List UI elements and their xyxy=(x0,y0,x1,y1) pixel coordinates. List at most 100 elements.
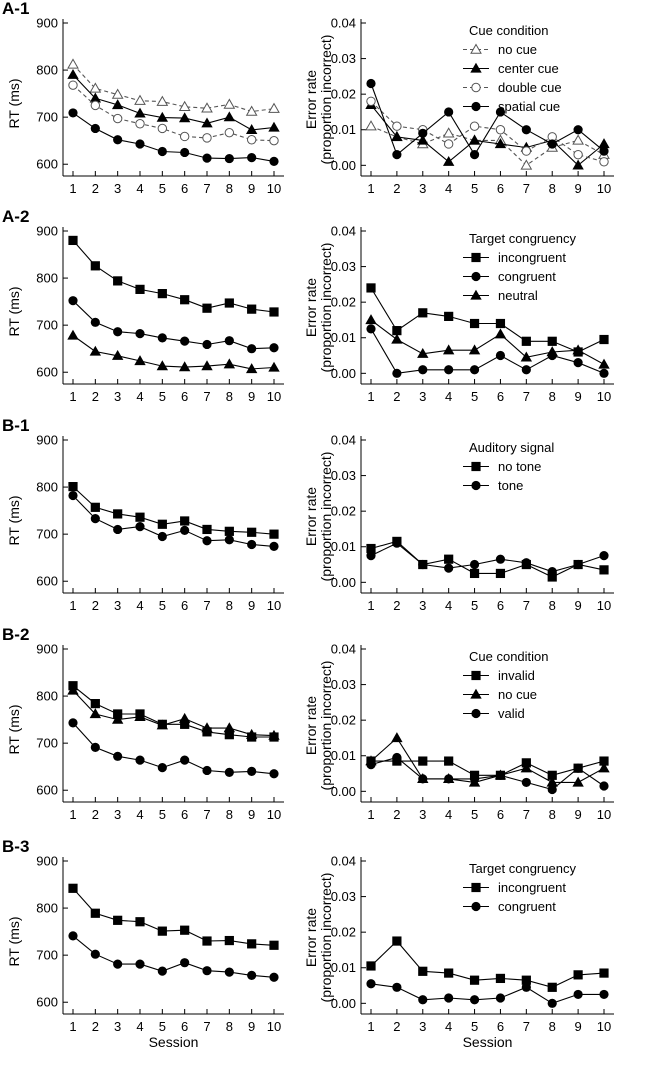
x-tick-label: 3 xyxy=(419,1019,426,1034)
data-point xyxy=(178,361,191,372)
data-point xyxy=(201,722,213,733)
data-point xyxy=(113,509,123,519)
x-tick-label: 4 xyxy=(445,181,452,196)
series-incongruent xyxy=(68,883,279,950)
data-point xyxy=(599,968,609,978)
y-tick-label: 0.02 xyxy=(331,713,356,728)
data-point xyxy=(202,303,212,313)
data-point xyxy=(469,121,480,131)
x-tick-label: 6 xyxy=(181,181,188,196)
y-tick-label: 900 xyxy=(36,854,58,869)
legend-marker xyxy=(471,82,481,93)
x-tick-label: 5 xyxy=(159,598,166,613)
x-tick-label: 9 xyxy=(248,181,255,196)
data-point xyxy=(135,522,145,532)
data-point xyxy=(494,138,507,149)
y-tick-label: 0.04 xyxy=(331,854,356,869)
y-tick-label: 700 xyxy=(36,318,58,333)
x-tick-label: 8 xyxy=(549,807,556,822)
y-tick-label: 900 xyxy=(36,642,58,657)
data-point xyxy=(469,774,480,784)
x-tick-label: 8 xyxy=(226,389,233,404)
x-tick-label: 6 xyxy=(497,389,504,404)
data-point xyxy=(202,133,212,143)
legend-title: Cue condition xyxy=(469,649,549,664)
data-point xyxy=(495,318,506,329)
data-point xyxy=(224,526,234,536)
data-point xyxy=(202,966,212,976)
data-point xyxy=(202,339,212,350)
series-no-cue xyxy=(67,684,280,740)
data-point xyxy=(392,326,402,336)
x-tick-label: 7 xyxy=(203,807,210,822)
data-point xyxy=(201,117,213,128)
data-point xyxy=(599,157,609,167)
data-point xyxy=(598,762,610,773)
data-point xyxy=(89,708,102,719)
data-point xyxy=(392,121,402,131)
y-tick-label: 900 xyxy=(36,16,58,31)
data-point xyxy=(180,516,190,526)
data-point xyxy=(247,344,257,354)
x-tick-label: 10 xyxy=(597,389,611,404)
data-point xyxy=(572,344,584,355)
data-point xyxy=(245,105,258,116)
y-tick-label: 0.02 xyxy=(331,925,356,940)
series-congruent xyxy=(68,931,279,982)
data-point xyxy=(444,365,454,375)
y-tick-label: 700 xyxy=(36,110,58,125)
data-point xyxy=(178,712,191,723)
series-line xyxy=(72,887,275,946)
data-point xyxy=(269,541,279,551)
legend: Target congruency incongruent congruent neu… xyxy=(463,231,576,303)
x-tick-label: 9 xyxy=(574,807,581,822)
legend-label: incongruent xyxy=(498,250,566,265)
data-point xyxy=(442,127,455,138)
x-tick-label: 10 xyxy=(267,807,281,822)
data-point xyxy=(366,96,376,106)
data-point xyxy=(495,554,506,564)
data-point xyxy=(573,989,583,1000)
data-point xyxy=(269,135,279,146)
data-point xyxy=(245,728,258,739)
data-point xyxy=(521,146,532,156)
data-point xyxy=(223,358,236,369)
chart-b-1-rt: 600 700 800 900 1 2 3 4 5 6 7 8 9 10 RT (ms) xyxy=(6,433,284,613)
series-no-tone xyxy=(68,482,279,539)
data-point xyxy=(269,529,279,539)
data-point xyxy=(268,121,280,132)
data-point xyxy=(202,536,212,546)
data-point xyxy=(224,767,234,777)
legend-marker xyxy=(471,901,481,912)
y-tick-label: 0.00 xyxy=(331,996,356,1011)
data-point xyxy=(180,525,190,535)
data-point xyxy=(223,722,236,733)
data-point xyxy=(269,972,279,982)
data-point xyxy=(111,349,124,360)
data-point xyxy=(68,80,78,90)
y-tick-label: 900 xyxy=(36,224,58,239)
legend-marker xyxy=(470,62,482,73)
x-tick-label: 4 xyxy=(136,389,143,404)
x-tick-label: 5 xyxy=(471,1019,478,1034)
data-point xyxy=(521,982,531,992)
panel-label: B-2 xyxy=(2,625,29,644)
data-point xyxy=(157,146,167,157)
data-point xyxy=(547,982,557,992)
x-tick-label: 10 xyxy=(597,1019,611,1034)
series-neutral xyxy=(365,314,610,369)
data-point xyxy=(68,931,78,941)
data-point xyxy=(179,131,190,142)
x-tick-label: 1 xyxy=(367,181,374,196)
series-neutral xyxy=(67,329,280,374)
data-point xyxy=(247,527,257,537)
data-point xyxy=(268,729,280,740)
y-tick-label: 0.01 xyxy=(331,748,356,763)
data-point xyxy=(417,134,429,145)
data-point xyxy=(178,100,191,112)
x-tick-label: 9 xyxy=(248,1019,255,1034)
legend-marker xyxy=(471,480,481,491)
data-point xyxy=(520,762,533,773)
y-tick-label: 700 xyxy=(36,527,58,542)
series-tone xyxy=(68,490,279,551)
